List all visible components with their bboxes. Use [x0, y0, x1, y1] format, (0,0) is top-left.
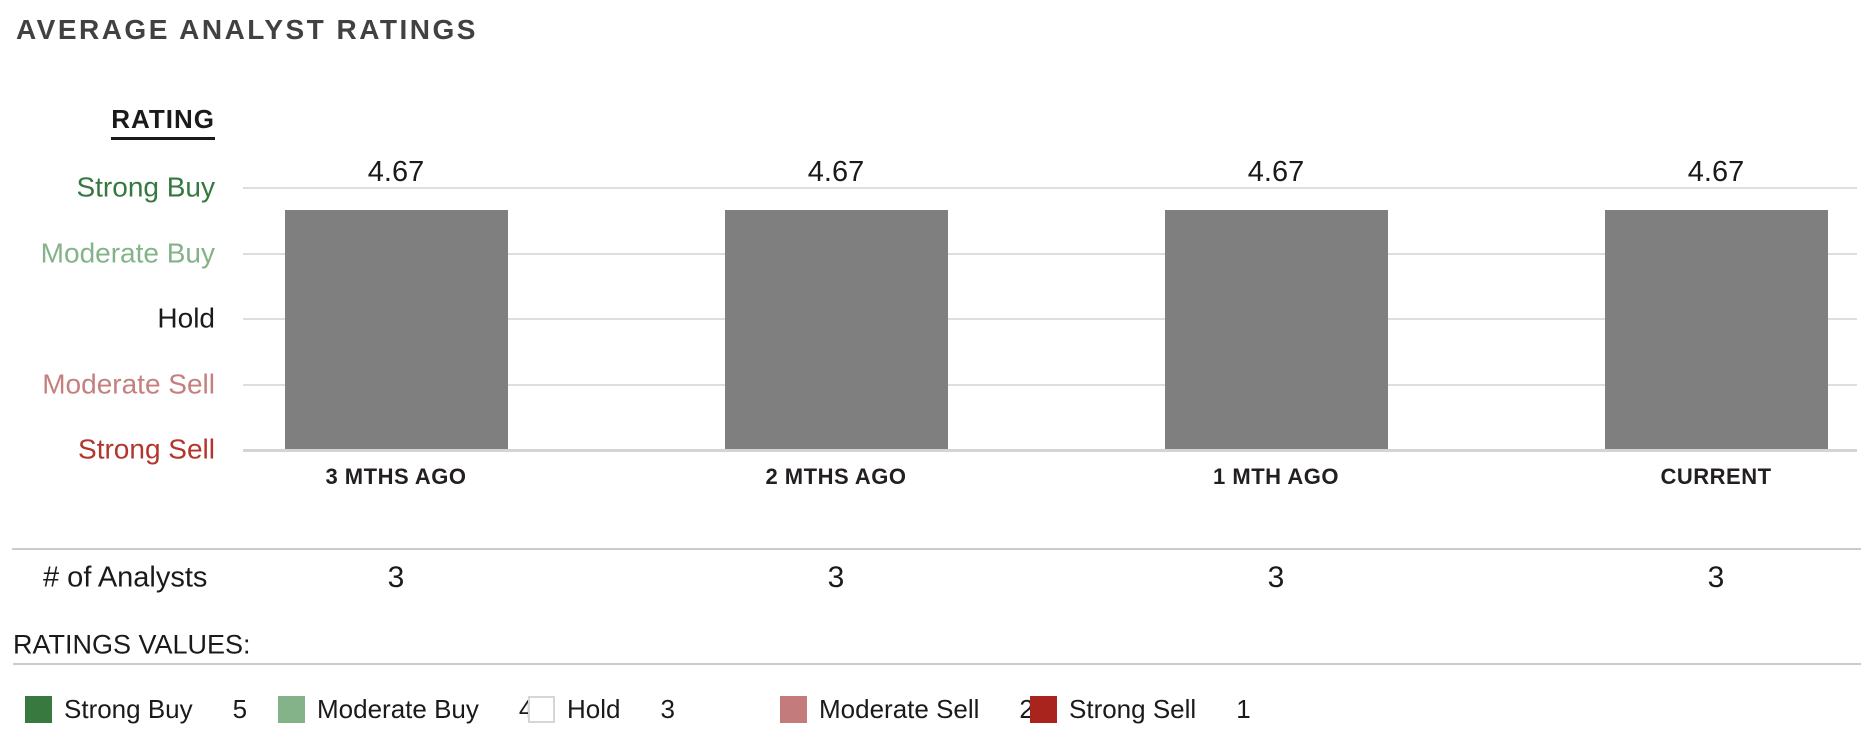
x-axis-label-3-mths-ago: 3 MTHS AGO: [325, 464, 467, 489]
rating-bar-current: [1604, 209, 1828, 449]
ratings-values-heading: RATINGS VALUES:: [13, 629, 251, 660]
legend-item-moderate-buy: Moderate Buy 4: [278, 694, 533, 724]
analyst-count: 3: [387, 561, 405, 594]
x-axis-label-2-mths-ago: 2 MTHS AGO: [765, 464, 907, 489]
y-tick-label-strong-sell: Strong Sell: [78, 433, 215, 465]
analyst-count: 3: [1707, 561, 1725, 594]
legend-item-strong-sell: Strong Sell 1: [1030, 694, 1251, 724]
bar-value-label: 4.67: [367, 156, 425, 188]
analysts-divider: [12, 548, 1861, 550]
y-tick-label-moderate-buy: Moderate Buy: [40, 237, 215, 269]
x-axis-label-1-mth-ago: 1 MTH AGO: [1213, 464, 1339, 489]
y-axis-title-text: RATING: [111, 104, 215, 140]
legend-label: Moderate Buy: [317, 694, 479, 724]
legend-value: 5: [232, 694, 248, 724]
y-axis-title: RATING: [0, 104, 215, 140]
legend-item-strong-buy: Strong Buy 5: [25, 694, 248, 724]
y-tick-label-strong-buy: Strong Buy: [76, 171, 215, 203]
legend-label: Moderate Sell: [819, 694, 980, 724]
gridline: [243, 449, 1857, 452]
legend-label: Hold: [567, 694, 621, 724]
legend-value: 1: [1236, 694, 1251, 724]
strong-sell-swatch-icon: [1030, 696, 1057, 723]
legend-item-hold: Hold 3: [528, 694, 675, 724]
bar-value-label: 4.67: [807, 156, 865, 188]
hold-swatch-icon: [528, 696, 555, 723]
legend-label: Strong Buy: [64, 694, 193, 724]
rating-bar-2-mths-ago: [724, 209, 948, 449]
gridline: [243, 252, 1857, 255]
analysts-row-label: # of Analysts: [43, 561, 208, 594]
gridline: [243, 187, 1857, 189]
analyst-count: 3: [1267, 561, 1285, 594]
x-axis-label-current: CURRENT: [1660, 464, 1772, 489]
legend-label: Strong Sell: [1069, 694, 1197, 724]
rating-bar-1-mth-ago: [1164, 209, 1388, 449]
rating-bar-3-mths-ago: [284, 209, 508, 449]
panel-title: AVERAGE ANALYST RATINGS: [16, 14, 478, 45]
moderate-sell-swatch-icon: [780, 696, 807, 723]
legend-item-moderate-sell: Moderate Sell 2: [780, 694, 1034, 724]
bar-value-label: 4.67: [1687, 156, 1745, 188]
bar-value-label: 4.67: [1247, 156, 1305, 188]
analyst-count: 3: [827, 561, 845, 594]
y-tick-label-hold: Hold: [157, 302, 215, 334]
y-tick-label-moderate-sell: Moderate Sell: [42, 368, 215, 400]
strong-buy-swatch-icon: [25, 696, 52, 723]
legend-divider: [13, 663, 1861, 665]
gridline: [243, 318, 1857, 320]
legend-value: 3: [660, 694, 675, 724]
moderate-buy-swatch-icon: [278, 696, 305, 723]
gridline: [243, 383, 1857, 386]
